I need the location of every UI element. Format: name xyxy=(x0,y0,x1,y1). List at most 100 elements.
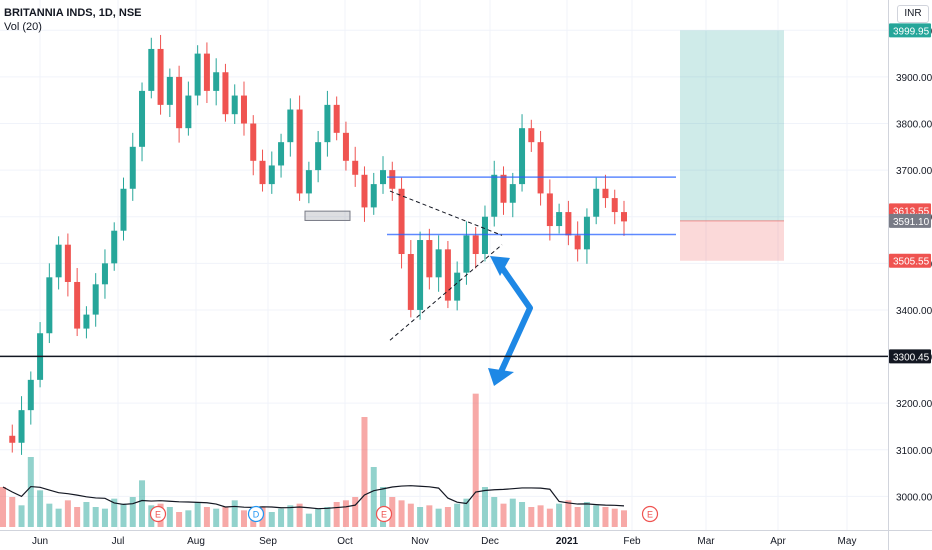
price-tag-box xyxy=(889,23,931,38)
volume-bar xyxy=(537,505,544,527)
currency-badge[interactable]: INR xyxy=(897,5,929,23)
candle-body xyxy=(18,410,25,443)
candle-body xyxy=(157,48,164,105)
candle-body xyxy=(287,109,294,143)
candle-body xyxy=(519,128,526,185)
volume-bar xyxy=(491,497,498,527)
candle-body xyxy=(398,188,405,255)
candle-body xyxy=(166,76,173,105)
volume-bar xyxy=(361,417,368,527)
volume-bar xyxy=(574,507,581,527)
volume-bar xyxy=(46,503,53,527)
time-tick-label: May xyxy=(838,536,857,547)
volume-bar xyxy=(481,487,488,527)
event-marker[interactable]: E xyxy=(149,505,167,523)
time-tick-label: Feb xyxy=(623,536,641,547)
chart-legend: BRITANNIA INDS, 1D, NSE Vol (20) xyxy=(4,6,142,34)
candle-body xyxy=(361,174,368,208)
volume-bar xyxy=(55,508,62,527)
volume-bar xyxy=(389,497,396,527)
time-tick-label: Aug xyxy=(187,536,205,547)
candle-body xyxy=(565,212,572,236)
volume-bar xyxy=(166,507,173,527)
candle-body xyxy=(101,263,108,285)
volume-bar xyxy=(556,503,563,527)
triangle-upper-trendline xyxy=(389,190,503,236)
candle-body xyxy=(370,184,377,208)
volume-bar xyxy=(222,507,229,527)
arrow-path xyxy=(495,259,533,377)
candle-body xyxy=(380,170,387,185)
event-marker[interactable]: E xyxy=(641,505,659,523)
price-tag-box xyxy=(889,253,931,268)
candle-body xyxy=(148,48,155,91)
event-marker-label: E xyxy=(381,510,387,520)
price-tag-label: 3300.45 xyxy=(893,352,930,363)
candle-body xyxy=(583,216,590,250)
candle-body xyxy=(556,212,563,227)
candle-body xyxy=(491,174,498,217)
volume-bar xyxy=(509,498,516,527)
volume-bar xyxy=(342,500,349,527)
volume-indicator-label: Vol (20) xyxy=(4,21,42,33)
volume-bar xyxy=(111,498,118,527)
volume-moving-average xyxy=(2,485,625,510)
volume-bar xyxy=(463,498,470,527)
volume-bar xyxy=(101,508,108,527)
arrow-head-up xyxy=(490,256,510,276)
candle-body xyxy=(315,142,322,171)
volume-bar xyxy=(444,507,451,527)
candle-body xyxy=(602,188,609,199)
volume-bar xyxy=(231,500,238,527)
candle-body xyxy=(83,314,90,329)
volume-bar xyxy=(268,512,275,527)
candle-body xyxy=(74,281,81,329)
price-tag-label: 3999.95 xyxy=(893,26,930,37)
time-axis-labels: Jun Jul Aug Sep Oct Nov Dec 2021 Feb Mar Apr May xyxy=(32,536,857,547)
candle-body xyxy=(296,109,303,194)
candle-body xyxy=(417,240,424,310)
candle-body xyxy=(509,184,516,203)
candle-body xyxy=(268,165,275,185)
candle-body xyxy=(194,53,201,96)
volume-bar xyxy=(194,502,201,527)
volume-bar xyxy=(120,503,127,527)
candle-body xyxy=(435,249,442,278)
volume-bar xyxy=(83,502,90,527)
time-tick-label: Oct xyxy=(337,536,353,547)
volume-bar xyxy=(583,502,590,527)
event-marker-circle xyxy=(247,505,265,523)
volume-bar xyxy=(454,503,461,527)
price-tick-label: 3800.00 xyxy=(896,120,932,131)
candle-body xyxy=(129,146,136,189)
volume-bar xyxy=(203,507,210,527)
volume-bar xyxy=(417,507,424,527)
time-tick-label: Jul xyxy=(112,536,125,547)
time-tick-label: Nov xyxy=(411,536,429,547)
event-marker[interactable]: E xyxy=(375,505,393,523)
grid xyxy=(0,0,888,530)
candle-body xyxy=(222,72,229,115)
arrow-head-down xyxy=(488,368,514,386)
candle-body xyxy=(454,272,461,301)
volume-bar xyxy=(519,502,526,527)
candle-body xyxy=(537,142,544,194)
candle-body xyxy=(621,212,627,222)
candle-body xyxy=(46,277,53,334)
volume-bar xyxy=(278,508,285,527)
candle-body xyxy=(342,132,349,161)
time-tick-label: Apr xyxy=(770,536,786,547)
volume-bar xyxy=(324,507,331,527)
time-tick-label: 2021 xyxy=(556,536,579,547)
candle-body xyxy=(574,235,581,250)
volume-bars xyxy=(0,393,627,527)
candle-body xyxy=(64,244,71,282)
candle-body xyxy=(305,170,312,194)
volume-bar xyxy=(129,497,136,527)
candle-body xyxy=(546,193,553,227)
volume-bar xyxy=(9,497,16,527)
candle-body xyxy=(333,104,340,133)
event-marker[interactable]: D xyxy=(247,505,265,523)
